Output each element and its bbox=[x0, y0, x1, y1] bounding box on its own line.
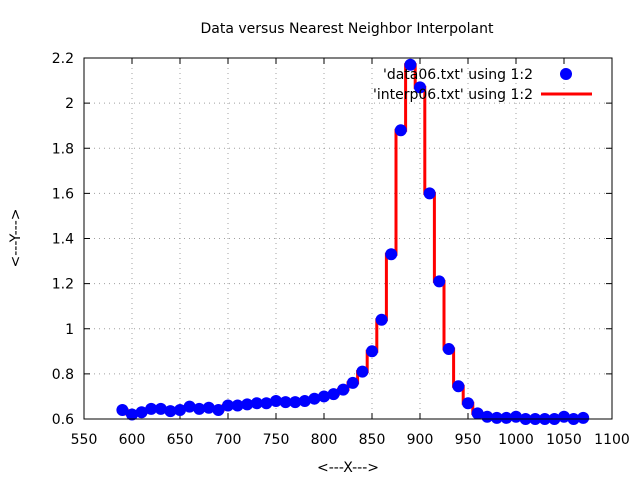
data-point bbox=[433, 275, 446, 288]
data-point bbox=[126, 408, 138, 421]
x-tick-label: 550 bbox=[71, 432, 98, 448]
y-tick-label: 2.2 bbox=[52, 51, 74, 67]
data-point bbox=[471, 407, 484, 420]
y-tick-label: 1.6 bbox=[52, 186, 74, 202]
data-point bbox=[577, 411, 590, 424]
data-point bbox=[145, 402, 158, 415]
data-point bbox=[308, 392, 321, 405]
data-point bbox=[154, 402, 167, 415]
x-tick-label: 700 bbox=[215, 432, 242, 448]
data-point bbox=[222, 399, 234, 412]
data-point bbox=[202, 401, 215, 414]
data-point bbox=[500, 411, 513, 424]
legend: 'data06.txt' using 1:2 'interp06.txt' us… bbox=[373, 67, 592, 103]
data-point bbox=[490, 411, 503, 424]
data-point bbox=[394, 124, 407, 137]
data-point bbox=[452, 380, 465, 393]
data-point bbox=[318, 390, 330, 403]
y-axis-label: <---Y---> bbox=[8, 208, 24, 267]
y-tick-label: 1.4 bbox=[52, 232, 74, 248]
data-point bbox=[174, 403, 186, 416]
data-point bbox=[270, 394, 282, 407]
legend-marker-data bbox=[560, 68, 572, 80]
x-tick-label: 1050 bbox=[546, 432, 582, 448]
data-point bbox=[423, 187, 436, 200]
x-tick-label: 1100 bbox=[594, 432, 630, 448]
y-tick-label: 1 bbox=[65, 322, 74, 338]
data-point bbox=[346, 376, 359, 389]
data-point bbox=[462, 397, 474, 410]
data-point bbox=[231, 399, 244, 412]
plot-frame bbox=[83, 57, 613, 420]
data-point bbox=[337, 383, 350, 396]
x-tick-label: 800 bbox=[311, 432, 338, 448]
y-tick-label: 2 bbox=[65, 96, 74, 112]
x-axis-label: <---X---> bbox=[317, 460, 379, 476]
data-point bbox=[212, 403, 225, 416]
data-point bbox=[193, 402, 206, 415]
y-tick-label: 1.8 bbox=[52, 141, 74, 157]
data-point bbox=[250, 397, 263, 410]
y-tick-label: 1.2 bbox=[52, 277, 74, 293]
data-point bbox=[327, 388, 340, 401]
data-point bbox=[116, 403, 129, 416]
x-axis-ticks: 550 600 650 700 750 800 850 900 950 1000 1050 1100 bbox=[71, 58, 630, 448]
data-point bbox=[356, 365, 369, 378]
y-tick-label: 0.8 bbox=[52, 367, 74, 383]
x-tick-label: 850 bbox=[359, 432, 386, 448]
data-point bbox=[164, 405, 177, 418]
grid bbox=[84, 58, 612, 419]
data-point bbox=[298, 394, 311, 407]
data-point bbox=[241, 398, 254, 411]
data-point bbox=[510, 410, 522, 423]
x-tick-label: 900 bbox=[407, 432, 434, 448]
data-point bbox=[558, 410, 570, 423]
chart-title: Data versus Nearest Neighbor Interpolant bbox=[201, 21, 494, 37]
x-tick-label: 600 bbox=[119, 432, 146, 448]
y-axis-ticks: 0.6 0.8 1 1.2 1.4 1.6 1.8 2 2.2 bbox=[52, 51, 612, 428]
data-point bbox=[414, 81, 426, 94]
data-point bbox=[442, 343, 455, 356]
data-point bbox=[375, 313, 388, 326]
data-point bbox=[481, 410, 494, 423]
data-point bbox=[279, 396, 292, 409]
x-tick-label: 1000 bbox=[498, 432, 534, 448]
series-data bbox=[116, 58, 590, 425]
x-tick-label: 750 bbox=[263, 432, 290, 448]
data-point bbox=[404, 58, 417, 71]
y-tick-label: 0.6 bbox=[52, 412, 74, 428]
legend-label-interp: 'interp06.txt' using 1:2 bbox=[373, 87, 533, 103]
data-point bbox=[260, 397, 273, 410]
data-point bbox=[385, 248, 398, 261]
data-point bbox=[289, 396, 302, 409]
data-point bbox=[135, 406, 148, 419]
x-tick-label: 650 bbox=[167, 432, 194, 448]
x-tick-label: 950 bbox=[455, 432, 482, 448]
legend-label-data: 'data06.txt' using 1:2 bbox=[383, 67, 533, 83]
data-point bbox=[366, 345, 378, 358]
data-point bbox=[183, 400, 196, 413]
